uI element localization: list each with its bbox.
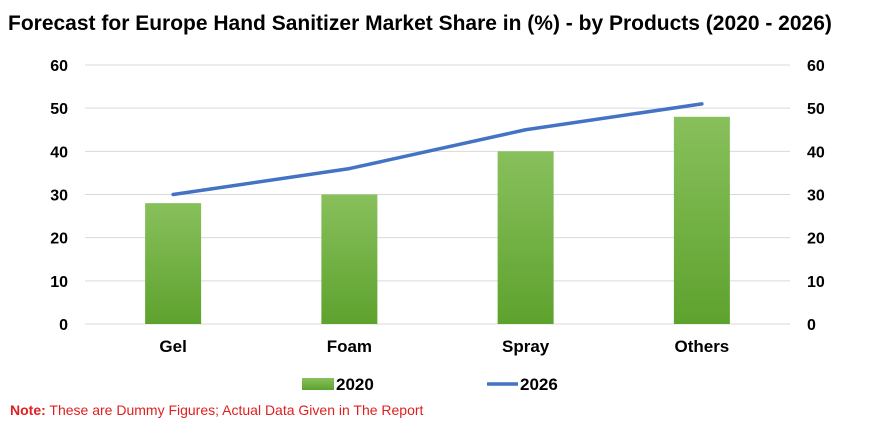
category-label: Others <box>674 337 729 356</box>
y-tick-label-right: 50 <box>807 101 825 118</box>
line-series <box>171 102 704 197</box>
note-label: Note: <box>10 402 46 418</box>
y-tick-label-right: 30 <box>807 188 825 205</box>
legend-swatch-bar <box>302 378 334 390</box>
y-tick-label-right: 20 <box>807 231 825 248</box>
y-tick-label-left: 20 <box>50 231 68 248</box>
axis-ticks: 0 0 10 10 20 20 30 30 40 40 50 50 60 60 <box>50 58 825 334</box>
y-tick-label-left: 40 <box>50 144 68 161</box>
category-label: Spray <box>502 337 550 356</box>
series-line-2026 <box>171 102 704 197</box>
y-tick-label-left: 60 <box>50 58 68 75</box>
bar <box>497 151 554 324</box>
legend-label-2020: 2020 <box>336 375 374 394</box>
category-labels: Gel Foam Spray Others <box>159 337 729 356</box>
y-tick-label-right: 60 <box>807 58 825 75</box>
y-tick-label-left: 30 <box>50 188 68 205</box>
bar <box>321 194 378 324</box>
y-tick-label-left: 0 <box>59 317 68 334</box>
gridlines <box>85 64 790 325</box>
y-tick-label-left: 10 <box>50 274 68 291</box>
category-label: Gel <box>159 337 186 356</box>
legend: 2020 2026 <box>302 375 558 394</box>
bar <box>145 203 202 324</box>
bar <box>673 116 730 324</box>
y-tick-label-right: 40 <box>807 144 825 161</box>
category-label: Foam <box>327 337 372 356</box>
bar-series <box>145 116 730 324</box>
note-text: These are Dummy Figures; Actual Data Giv… <box>45 402 424 418</box>
chart-title: Forecast for Europe Hand Sanitizer Marke… <box>8 12 832 35</box>
y-tick-label-right: 10 <box>807 274 825 291</box>
disclaimer-note: Note: These are Dummy Figures; Actual Da… <box>10 402 423 418</box>
y-tick-label-right: 0 <box>807 317 816 334</box>
y-tick-label-left: 50 <box>50 101 68 118</box>
legend-label-2026: 2026 <box>520 375 558 394</box>
